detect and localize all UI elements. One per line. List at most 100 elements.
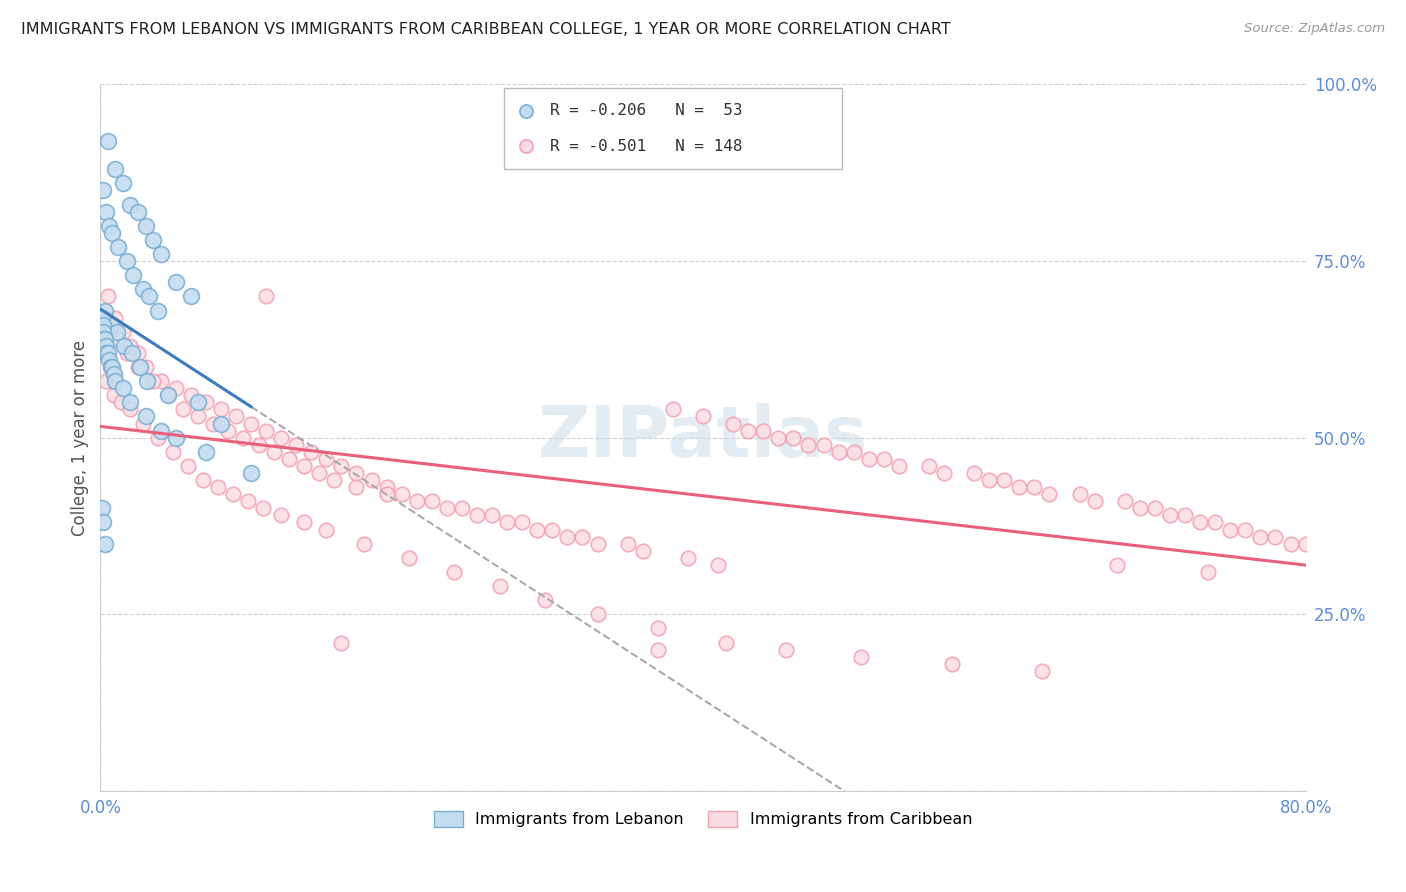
Point [1143,501,1166,516]
Text: R = -0.206   N =  53: R = -0.206 N = 53 [550,103,742,119]
Point [98,353,121,368]
Point [146,303,169,318]
Point [135,219,157,233]
Point [714,635,737,649]
Point [315,523,337,537]
Point [128,359,150,374]
Point [165,381,187,395]
Point [146,431,169,445]
Point [571,530,593,544]
Point [138,289,160,303]
Point [149,374,172,388]
Point [114,339,136,353]
Point [100,359,122,374]
Point [1234,523,1257,537]
Point [135,409,157,424]
Point [209,417,232,431]
Point [217,424,239,438]
Point [465,508,488,523]
Point [346,466,368,480]
Point [1174,508,1197,523]
Point [165,431,187,445]
Point [135,359,157,374]
Point [103,367,125,381]
Point [247,438,270,452]
Point [436,501,458,516]
Point [254,289,277,303]
Point [236,494,259,508]
Point [1264,530,1286,544]
Point [94,303,117,318]
Point [104,310,127,325]
Point [676,550,699,565]
Point [100,318,122,332]
Point [277,451,299,466]
Point [420,494,443,508]
Point [496,516,519,530]
Point [443,565,465,579]
Point [391,487,413,501]
Point [149,247,172,261]
Point [308,466,330,480]
Point [94,777,117,791]
Point [149,424,172,438]
Point [103,388,125,402]
Point [887,458,910,473]
Point [481,508,503,523]
Point [827,445,849,459]
Point [120,197,142,211]
Point [932,466,955,480]
Point [107,332,129,346]
Point [346,480,368,494]
Point [105,325,128,339]
Point [263,445,285,459]
Point [180,289,202,303]
Point [165,275,187,289]
Point [127,346,149,360]
Point [647,642,669,657]
Point [122,268,145,283]
Point [1219,523,1241,537]
Point [292,458,315,473]
Point [586,607,609,622]
Point [202,417,225,431]
Point [721,417,744,431]
Point [842,445,865,459]
Point [120,395,142,409]
Point [647,622,669,636]
Point [162,445,184,459]
Point [322,473,344,487]
Point [737,424,759,438]
Point [96,374,118,388]
Legend: Immigrants from Lebanon, Immigrants from Caribbean: Immigrants from Lebanon, Immigrants from… [427,805,979,834]
Point [330,635,353,649]
Point [110,395,132,409]
Point [775,642,797,657]
Text: IMMIGRANTS FROM LEBANON VS IMMIGRANTS FROM CARIBBEAN COLLEGE, 1 YEAR OR MORE COR: IMMIGRANTS FROM LEBANON VS IMMIGRANTS FR… [21,22,950,37]
Point [142,374,165,388]
Point [111,325,134,339]
Point [94,339,117,353]
Point [360,473,382,487]
Point [96,346,118,360]
Point [94,536,117,550]
Point [209,402,232,417]
Point [127,359,149,374]
Point [107,240,129,254]
Point [98,219,121,233]
Point [91,318,114,332]
Point [1024,480,1046,494]
Point [1084,494,1107,508]
Point [94,332,117,346]
Point [90,501,112,516]
Point [398,550,420,565]
Point [1279,536,1302,550]
Point [873,451,896,466]
Point [194,395,217,409]
Point [1204,516,1226,530]
Y-axis label: College, 1 year or more: College, 1 year or more [72,340,89,536]
Point [117,254,139,268]
Point [707,558,730,572]
Point [180,388,202,402]
Point [117,346,139,360]
